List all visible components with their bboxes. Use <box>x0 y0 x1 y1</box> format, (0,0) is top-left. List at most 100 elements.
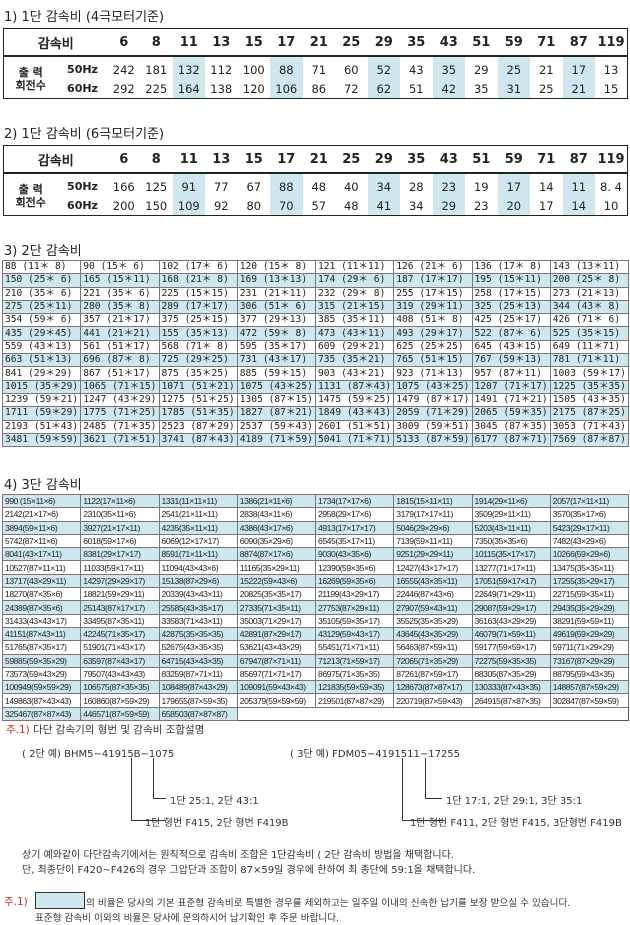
speed-cell: 21 <box>538 62 554 77</box>
ratio-cell: 957 (87＊11) <box>471 366 551 381</box>
ratio-cell: 130333(87×43×35) <box>471 680 551 695</box>
ratio-cell: 609 (29＊21) <box>314 339 395 355</box>
ratio-cell: 18821(59×29×11) <box>80 587 160 602</box>
ratio-cell: 49619(59×29×29) <box>549 626 630 642</box>
ratio-cell: 205379(59×59×59) <box>236 693 317 708</box>
ratio-cell: 645 (43＊15) <box>471 339 551 355</box>
ratio-cell: 12390(59×35×6) <box>314 560 395 575</box>
ratio-cell: 1225 (35＊35) <box>549 379 630 394</box>
table-row: 559 (43＊13) 561 (51＊17) 568 (71＊ 8) 595 (35… <box>1 339 630 355</box>
ratio-cell: 3179(17×17×11) <box>393 507 473 522</box>
speed-cell: 19 <box>473 179 489 194</box>
frequency-label: 60Hz <box>67 199 98 212</box>
ratio-cell: 149863(87×43×43) <box>1 693 82 708</box>
ratio-cell: 13277(71×17×11) <box>471 560 551 575</box>
note-2-marker: 주.1) <box>4 896 28 908</box>
ratio-cell: 302847(87×59×59) <box>549 693 630 708</box>
ratio-cell: 5423(29×17×11) <box>549 520 630 535</box>
ratio-header-cell: 17 <box>270 145 303 174</box>
ratio-header-cell: 35 <box>400 145 433 174</box>
speed-row-label: 출 력 <box>18 183 43 196</box>
empty-cell <box>393 707 472 721</box>
ratio-cell: 765 (51＊15) <box>393 353 473 368</box>
ratio-cell: 4386(43×17×6) <box>236 520 317 535</box>
ratio-cell: 85697(71×71×17) <box>236 666 317 682</box>
table-row: 88 (11＊ 8) 90 (15＊ 6) 102 (17＊ 6) 120 (15＊ … <box>1 259 630 275</box>
ratio-header-cell: 51 <box>465 145 498 174</box>
speed-row: 회전수 60Hz 292 225 164 138 120 106 86 72 62 51 42 35 31 2… <box>4 79 628 99</box>
table-row: 325467(87×87×43) 446571(87×59×59) 658503(8… <box>1 706 629 722</box>
ratio-cell: 1131 (87＊43) <box>314 379 395 394</box>
ratio-cell: 126 (21＊ 6) <box>393 259 473 275</box>
ratio-cell: 219501(87×87×29) <box>314 693 395 708</box>
ratio-cell: 22715(59×35×11) <box>549 587 630 602</box>
speed-cell: 242 <box>112 62 135 77</box>
ratio-cell: 441 (21＊21) <box>80 326 160 341</box>
speed-cell: 72 <box>343 81 359 96</box>
speed-cell: 13 <box>603 62 619 77</box>
ratio-cell: 3894(59×11×6) <box>1 520 82 535</box>
ratio-cell: 1491 (71＊21) <box>471 392 551 408</box>
speed-cell: 91 <box>172 173 206 196</box>
speed-cell: 60 <box>343 62 359 77</box>
ratio-cell: 325 (25＊13) <box>471 299 551 315</box>
ratio-cell: 3741 (87＊43) <box>158 432 238 448</box>
ratio-cell: 2065 (59＊35) <box>471 406 551 421</box>
speed-row-label: 회전수 <box>15 79 46 92</box>
speed-cell: 14 <box>538 179 554 194</box>
speed-cell: 71 <box>311 62 327 77</box>
ratio-cell: 13717(43×29×11) <box>1 573 82 589</box>
ratio-cell: 658503(87×87×87) <box>158 706 238 722</box>
ratio-cell: 1775 (71＊25) <box>80 406 160 421</box>
ratio-cell: 867 (51＊17) <box>80 366 160 381</box>
speed-cell: 35 <box>432 56 466 79</box>
ratio-cell: 1075 (43＊25) <box>393 379 473 394</box>
ratio-cell: 72275(59×35×35) <box>471 653 551 668</box>
speed-cell: 42 <box>432 79 466 99</box>
ratio-header-cell: 6 <box>107 145 141 174</box>
ratio-cell: 36163(43×29×29) <box>471 613 551 628</box>
ratio-cell: 33495(87×35×11) <box>80 613 160 628</box>
explain-line-1: 상기 예와같이 다단감속기에서는 원칙적으로 감속비 조합은 1단감속비 ( 2… <box>22 850 454 861</box>
example-2stage-connector-a <box>153 758 166 799</box>
speed-cell: 29 <box>473 62 489 77</box>
ratio-cell: 87261(87×59×17) <box>393 666 473 682</box>
ratio-cell: 841 (29＊29) <box>1 366 82 381</box>
speed-cell: 41 <box>367 196 401 216</box>
ratio-cell: 51765(87×35×17) <box>1 640 82 655</box>
table-row: 2193 (51＊43) 2485 (71＊35) 2523 (87＊29) 2537… <box>1 419 630 434</box>
example-3stage: ( 3단 예) FDM05−4191511−17255 <box>290 745 460 760</box>
ratio-cell: 2523 (87＊29) <box>158 419 238 434</box>
ratio-cell: 649 (11＊71) <box>549 339 630 355</box>
section-2-title: 2) 1단 감속비 (6극모터기준) <box>4 127 165 142</box>
table-row: 18270(87×35×6) 18821(59×29×11) 20339(43×43… <box>1 587 630 602</box>
speed-cell: 51 <box>408 81 424 96</box>
ratio-cell: 6177 (87＊71) <box>471 432 551 448</box>
ratio-cell: 1505 (43＊35) <box>549 392 630 408</box>
ratio-cell: 46079(71×59×11) <box>471 626 551 642</box>
ratio-cell: 79507(43×43×43) <box>80 666 160 682</box>
ratio-cell: 55451(71×71×11) <box>314 640 395 655</box>
ratio-cell: 885 (59＊15) <box>236 366 317 381</box>
ratio-cell: 63597(87×43×17) <box>80 653 160 668</box>
ratio-cell: 325467(87×87×43) <box>1 706 82 722</box>
speed-cell: 11 <box>562 173 596 196</box>
frequency-label: 50Hz <box>67 63 98 76</box>
frequency-label: 50Hz <box>67 180 98 193</box>
ratio-cell: 3481 (59＊59) <box>1 432 82 448</box>
note-1: 주.1) 다단 감속기의 형번 및 감속비 조합설명 <box>6 722 204 737</box>
ratio-cell: 38291(59×59×11) <box>549 613 630 628</box>
table-row: 150 (25＊ 6) 165 (15＊11) 168 (21＊ 8) 169 (13… <box>1 273 630 288</box>
ratio-cell: 2601 (51＊51) <box>314 419 395 434</box>
ratio-cell: 59711(71×29×29) <box>549 640 630 655</box>
ratio-cell: 5046(29×29×6) <box>393 520 473 535</box>
ratio-cell: 2059 (71＊29) <box>393 406 473 421</box>
ratio-cell: 20339(43×43×11) <box>158 587 238 602</box>
ratio-cell: 52675(43×35×35) <box>158 640 238 655</box>
section-3-title: 3) 2단 감속비 <box>4 244 82 259</box>
ratio-cell: 22446(87×43×6) <box>393 587 473 602</box>
speed-cell: 52 <box>367 56 401 79</box>
ratio-cell: 56463(87×59×11) <box>393 640 473 655</box>
speed-cell: 100 <box>242 62 265 77</box>
speed-cell: 181 <box>145 62 168 77</box>
